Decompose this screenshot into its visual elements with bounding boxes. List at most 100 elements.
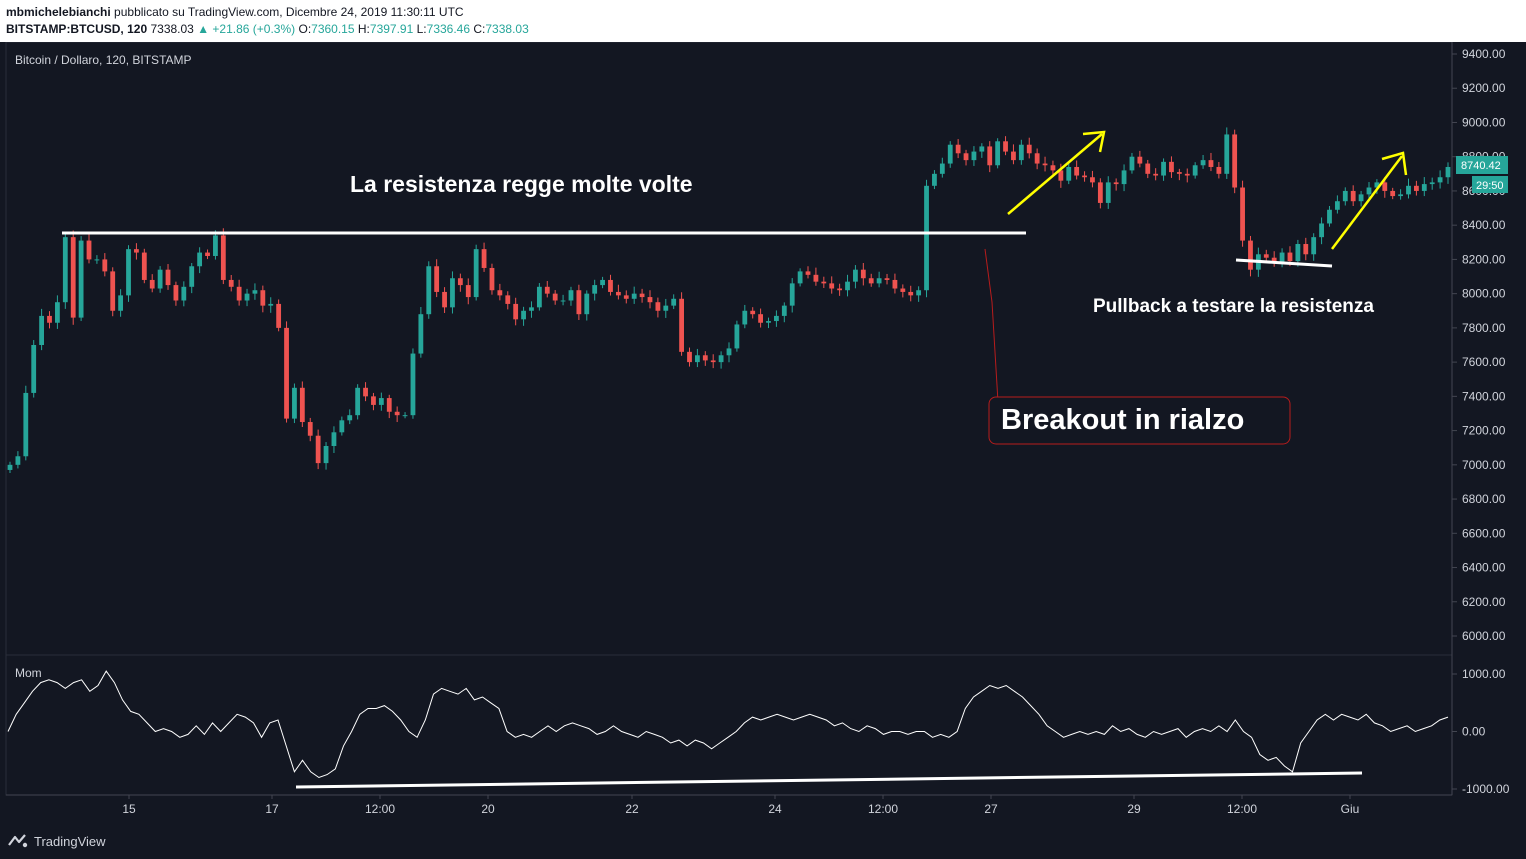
candle-body bbox=[932, 173, 937, 186]
candle-body bbox=[1011, 151, 1016, 161]
candle-body bbox=[979, 146, 985, 152]
price-tick-label: 7600.00 bbox=[1462, 355, 1506, 369]
candle-body bbox=[473, 249, 479, 298]
momentum-line bbox=[7, 670, 1449, 779]
candle-body bbox=[481, 249, 487, 268]
candle-body bbox=[220, 235, 226, 280]
trading-chart[interactable]: Bitcoin / Dollaro, 120, BITSTAMP Mom 940… bbox=[0, 42, 1526, 823]
candle-body bbox=[521, 310, 526, 320]
candle-body bbox=[497, 290, 503, 296]
candle-body bbox=[1003, 141, 1008, 152]
candle-body bbox=[157, 269, 163, 289]
published-text: pubblicato su TradingView.com, Dicembre … bbox=[114, 5, 464, 19]
candle-body bbox=[1137, 156, 1143, 164]
candle-body bbox=[118, 295, 124, 311]
time-axis[interactable]: 15 17 12:00 20 22 24 12:00 27 29 12:00 Giu bbox=[122, 795, 1359, 816]
candle-body bbox=[1358, 194, 1364, 202]
candle-body bbox=[315, 435, 321, 464]
candle-body bbox=[1184, 173, 1190, 176]
price-axis[interactable]: 9400.009200.009000.008800.008600.008400.… bbox=[1452, 47, 1506, 643]
momentum-pane[interactable] bbox=[5, 654, 1453, 796]
candle-body bbox=[884, 278, 890, 280]
candle-body bbox=[821, 281, 827, 284]
candle-body bbox=[149, 279, 155, 289]
candle-body bbox=[615, 291, 621, 296]
price-tick-label: 9000.00 bbox=[1462, 115, 1506, 129]
countdown-tag-text: 29:50 bbox=[1476, 180, 1504, 192]
candle-body bbox=[892, 279, 898, 289]
last-price-tag: 8740.42 29:50 bbox=[1456, 156, 1508, 193]
price-tick-label: 6800.00 bbox=[1462, 492, 1506, 506]
candle-body bbox=[718, 355, 724, 363]
candle-body bbox=[908, 291, 914, 296]
pullback-support-line bbox=[1235, 258, 1333, 268]
candle-body bbox=[1082, 175, 1087, 178]
candle-body bbox=[450, 278, 455, 308]
brand-label[interactable]: TradingView bbox=[34, 834, 106, 849]
arrow-up-1-icon bbox=[1007, 130, 1106, 215]
candle-body bbox=[592, 285, 598, 294]
candle-body bbox=[1042, 163, 1048, 166]
candle-body bbox=[1287, 252, 1293, 262]
candle-body bbox=[860, 269, 866, 279]
candle-body bbox=[939, 163, 945, 174]
candle-body bbox=[987, 146, 993, 166]
candle-body bbox=[1090, 177, 1095, 183]
high-label: H: bbox=[357, 22, 370, 36]
candle-body bbox=[1327, 209, 1332, 224]
candle-body bbox=[339, 420, 345, 433]
footer-bar: TradingView bbox=[0, 823, 1526, 859]
time-tick-label: 12:00 bbox=[868, 802, 898, 816]
candle-body bbox=[1208, 160, 1214, 167]
candle-body bbox=[371, 396, 376, 405]
candle-body bbox=[1437, 177, 1443, 183]
ohlc-legend: BITSTAMP:BTCUSD, 120 7338.03 ▲ +21.86 (+… bbox=[6, 22, 529, 36]
time-tick-label: 29 bbox=[1127, 802, 1141, 816]
candle-body bbox=[1097, 182, 1103, 203]
candle-body bbox=[1176, 172, 1182, 174]
candle-body bbox=[805, 271, 811, 275]
candle-body bbox=[134, 249, 139, 253]
author-name[interactable]: mbmichelebianchi bbox=[6, 5, 111, 19]
candle-body bbox=[1216, 166, 1222, 174]
candle-body bbox=[402, 415, 408, 417]
chart-title: Bitcoin / Dollaro, 120, BITSTAMP bbox=[15, 53, 192, 67]
last-price-tag-text: 8740.42 bbox=[1461, 160, 1501, 172]
pullback-annotation: Pullback a testare la resistenza bbox=[1093, 296, 1374, 317]
candle-body bbox=[742, 310, 748, 325]
candle-body bbox=[845, 281, 850, 291]
candle-body bbox=[1445, 166, 1451, 178]
candle-body bbox=[323, 445, 329, 464]
candle-body bbox=[647, 297, 653, 303]
open-value: 7360.15 bbox=[311, 22, 355, 36]
candle-body bbox=[39, 315, 45, 345]
momentum-axis[interactable]: 1000.00 0.00 -1000.00 bbox=[1452, 667, 1510, 796]
candle-body bbox=[671, 298, 677, 306]
open-label: O: bbox=[298, 22, 312, 36]
candle-body bbox=[252, 290, 258, 294]
price-tick-label: 6200.00 bbox=[1462, 595, 1506, 609]
candle-body bbox=[189, 266, 195, 287]
candle-body bbox=[228, 279, 234, 287]
candle-body bbox=[702, 355, 708, 361]
candle-body bbox=[576, 290, 582, 315]
breakout-annotation: Breakout in rialzo bbox=[1001, 404, 1244, 436]
price-tick-label: 9400.00 bbox=[1462, 47, 1506, 61]
last-price: 7338.03 bbox=[150, 22, 194, 36]
close-label: C: bbox=[473, 22, 486, 36]
candle-body bbox=[513, 303, 519, 320]
time-tick-label: 27 bbox=[984, 802, 998, 816]
candle-body bbox=[418, 314, 424, 354]
candle-body bbox=[1169, 161, 1174, 173]
candle-body bbox=[1058, 170, 1064, 181]
publish-header: mbmichelebianchi pubblicato su TradingVi… bbox=[0, 0, 1526, 42]
candle-body bbox=[947, 144, 953, 164]
candle-body bbox=[489, 267, 495, 291]
candle-body bbox=[299, 387, 305, 423]
price-tick-label: 8000.00 bbox=[1462, 287, 1506, 301]
price-tick-label: 7800.00 bbox=[1462, 321, 1506, 335]
candle-body bbox=[173, 285, 179, 301]
candle-body bbox=[1319, 223, 1324, 238]
candle-body bbox=[292, 387, 297, 419]
tradingview-logo-icon[interactable] bbox=[8, 833, 28, 849]
